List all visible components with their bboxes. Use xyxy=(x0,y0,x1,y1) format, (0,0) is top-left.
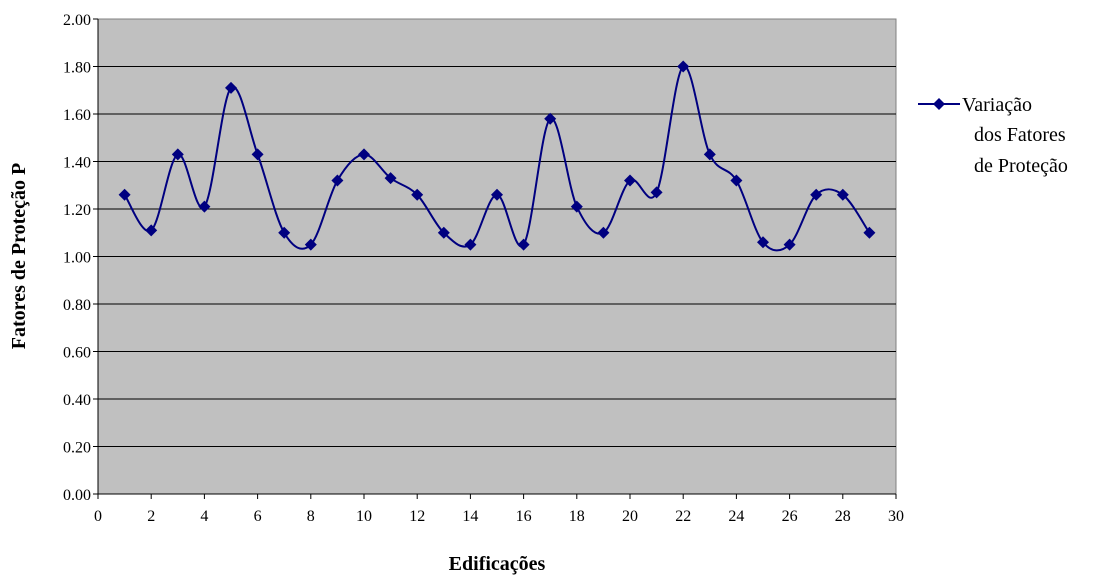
x-tick-label: 10 xyxy=(356,508,372,525)
data-point-marker xyxy=(517,238,530,251)
x-tick-label: 22 xyxy=(675,508,691,525)
x-axis-title: Edificações xyxy=(449,553,546,575)
y-tick-label: 1.00 xyxy=(63,250,91,267)
x-tick-label: 28 xyxy=(835,508,851,525)
data-point-marker xyxy=(730,174,743,187)
data-point-marker xyxy=(225,81,237,94)
y-tick-label: 1.60 xyxy=(63,107,91,124)
x-tick-label: 12 xyxy=(409,508,425,525)
data-point-marker xyxy=(278,226,291,239)
x-tick-label: 24 xyxy=(728,508,744,525)
y-tick-labels: 0.00 0.20 0.40 0.60 0.80 1.00 1.20 1.40 1.60 1.80… xyxy=(63,12,91,504)
data-point-marker xyxy=(304,238,317,251)
y-tick-label: 1.40 xyxy=(63,155,91,172)
data-point-marker xyxy=(810,188,823,201)
y-tick-label: 2.00 xyxy=(63,12,91,29)
data-point-marker xyxy=(544,112,557,125)
data-point-marker xyxy=(411,188,424,201)
legend-label-line-3: de Proteção xyxy=(974,155,1068,177)
data-point-marker xyxy=(757,236,769,249)
data-point-marker xyxy=(783,238,796,251)
grid-lines xyxy=(98,66,896,447)
legend: Variação dos Fatores de Proteção xyxy=(918,94,1068,177)
x-tick-label: 0 xyxy=(94,508,102,525)
data-point-marker xyxy=(703,148,716,161)
data-point-marker xyxy=(118,188,131,201)
data-point-marker xyxy=(836,188,849,201)
y-tick-label: 0.80 xyxy=(63,297,91,314)
y-tick-label: 0.00 xyxy=(63,487,91,504)
data-point-marker xyxy=(171,148,184,161)
x-tick-label: 8 xyxy=(307,508,315,525)
data-point-marker xyxy=(677,60,690,73)
x-tick-label: 30 xyxy=(888,508,904,525)
data-point-marker xyxy=(384,172,397,185)
data-point-marker xyxy=(331,174,344,187)
x-tick-label: 16 xyxy=(516,508,532,525)
axes xyxy=(93,18,897,499)
x-tick-label: 20 xyxy=(622,508,638,525)
series-group xyxy=(118,60,876,252)
y-tick-label: 0.40 xyxy=(63,392,91,409)
legend-diamond-marker xyxy=(933,98,945,110)
y-tick-label: 1.20 xyxy=(63,202,91,219)
x-tick-label: 2 xyxy=(147,508,155,525)
data-point-marker xyxy=(251,148,264,161)
data-point-marker xyxy=(650,186,663,199)
data-point-marker xyxy=(358,148,370,161)
data-point-marker xyxy=(491,188,503,201)
data-point-marker xyxy=(597,226,610,239)
data-point-marker xyxy=(570,200,583,213)
x-tick-label: 6 xyxy=(254,508,262,525)
y-axis-title: Fatores de Proteção P xyxy=(8,163,30,349)
x-tick-label: 4 xyxy=(200,508,208,525)
x-tick-label: 14 xyxy=(462,508,478,525)
legend-label-line-2: dos Fatores xyxy=(974,124,1066,146)
data-point-marker xyxy=(863,226,876,239)
y-tick-label: 0.20 xyxy=(63,440,91,457)
x-tick-labels: 0 2 4 6 8 10 12 14 16 18 20 22 24 26 28 30 xyxy=(94,508,904,525)
data-point-marker xyxy=(198,200,211,213)
x-tick-label: 26 xyxy=(782,508,798,525)
data-point-marker xyxy=(624,174,636,187)
y-tick-label: 0.60 xyxy=(63,345,91,362)
data-point-marker xyxy=(145,224,158,237)
data-point-marker xyxy=(464,238,477,251)
data-point-marker xyxy=(437,226,450,239)
x-tick-label: 18 xyxy=(569,508,585,525)
legend-label-line-1: Variação xyxy=(962,94,1032,116)
y-tick-label: 1.80 xyxy=(63,60,91,77)
